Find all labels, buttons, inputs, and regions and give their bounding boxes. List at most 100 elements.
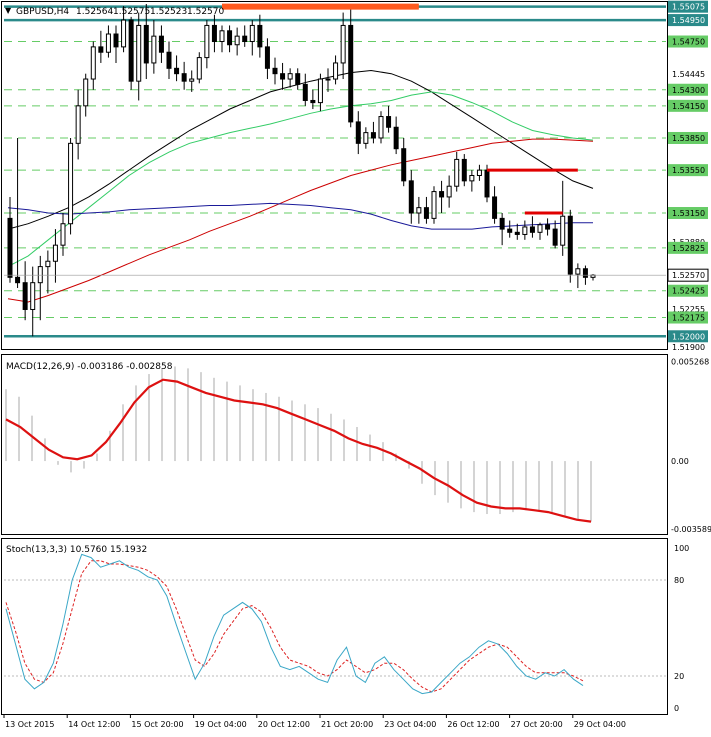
macd-tick-label: 0.00 bbox=[671, 457, 689, 466]
candle-body bbox=[234, 35, 240, 46]
candle-body bbox=[257, 24, 263, 48]
price-label-box bbox=[668, 241, 708, 254]
candle-body bbox=[7, 217, 13, 278]
price-tick-label: 1.52000 bbox=[672, 332, 705, 341]
candle-body bbox=[166, 51, 172, 69]
x-axis: 13 Oct 2015 14 Oct 12:00 15 Oct 20:00 19 Oc… bbox=[3, 714, 626, 729]
price-tick-label: 1.54950 bbox=[672, 16, 705, 25]
candle-body bbox=[211, 24, 217, 43]
candle-body bbox=[174, 67, 180, 75]
candle-body bbox=[52, 244, 58, 262]
candle-body bbox=[340, 24, 346, 64]
stoch-tick-label: 100 bbox=[674, 544, 689, 553]
candle-body bbox=[105, 33, 111, 53]
candle-body bbox=[37, 266, 43, 284]
candle-body bbox=[189, 78, 195, 82]
candle-body bbox=[45, 260, 51, 268]
candle-body bbox=[537, 224, 543, 233]
moving-average-line-0 bbox=[7, 69, 594, 230]
macd-signal-line bbox=[5, 378, 592, 523]
price-tick-label: 1.52425 bbox=[672, 287, 705, 296]
moving-average-line-2 bbox=[7, 138, 594, 303]
candle-body bbox=[529, 226, 535, 233]
candle-body bbox=[30, 282, 36, 310]
candle-body bbox=[15, 276, 21, 284]
candle-body bbox=[295, 73, 301, 85]
macd-tick-label: -0.003589 bbox=[671, 525, 711, 534]
candle-body bbox=[310, 99, 316, 104]
price-label-box bbox=[668, 330, 708, 343]
x-tick-label: 14 Oct 12:00 bbox=[68, 720, 120, 729]
candle-body bbox=[582, 268, 588, 278]
price-label-box bbox=[668, 284, 708, 297]
price-tick-label: 1.52570 bbox=[672, 271, 705, 280]
stoch-label: Stoch(13,3,3) 10.5760 15.1932 bbox=[6, 545, 147, 555]
macd-panel-frame bbox=[1, 354, 668, 535]
candle-body bbox=[461, 158, 467, 182]
candle-body bbox=[469, 175, 475, 182]
candle-body bbox=[499, 217, 505, 230]
candle-body bbox=[98, 46, 104, 53]
price-label-box bbox=[668, 311, 708, 324]
stoch-tick-label: 0 bbox=[674, 704, 679, 713]
candle-body bbox=[219, 30, 225, 43]
candle-body bbox=[287, 73, 293, 80]
candle-body bbox=[264, 46, 270, 69]
price-label-box bbox=[668, 0, 708, 13]
candle-body bbox=[280, 73, 286, 80]
candle-body bbox=[370, 132, 376, 139]
candle-body bbox=[136, 24, 142, 82]
macd-label: MACD(12,26,9) -0.003186 -0.002858 bbox=[6, 362, 173, 372]
candle-body bbox=[423, 207, 429, 219]
candle-body bbox=[363, 132, 369, 144]
candle-body bbox=[408, 180, 414, 214]
candle-body bbox=[545, 224, 551, 230]
price-tick-label: 1.52825 bbox=[672, 244, 705, 253]
candle-body bbox=[507, 228, 513, 233]
candle-body bbox=[522, 226, 528, 235]
ohlc-open: 1.52564 bbox=[76, 7, 113, 17]
candle-body bbox=[431, 191, 437, 219]
candle-body bbox=[22, 282, 28, 310]
price-label-box bbox=[668, 207, 708, 220]
candle-body bbox=[249, 24, 255, 43]
price-tick-label: 1.53150 bbox=[672, 209, 705, 218]
candle-body bbox=[227, 30, 233, 46]
price-tick-label: 1.54150 bbox=[672, 102, 705, 111]
ohlc-close: 1.52570 bbox=[187, 7, 224, 17]
x-tick-label: 15 Oct 20:00 bbox=[131, 720, 183, 729]
candle-body bbox=[333, 62, 339, 80]
price-tick-label: 1.54445 bbox=[672, 70, 705, 79]
price-tick-label: 1.54750 bbox=[672, 38, 705, 47]
ohlc-high: 1.52575 bbox=[113, 7, 150, 17]
x-tick-label: 19 Oct 04:00 bbox=[195, 720, 247, 729]
candle-body bbox=[514, 231, 520, 235]
candle-body bbox=[575, 268, 581, 275]
candle-body bbox=[90, 46, 96, 80]
candle-body bbox=[378, 116, 384, 139]
candle-body bbox=[128, 19, 134, 82]
x-tick-label: 29 Oct 04:00 bbox=[574, 720, 626, 729]
x-tick-label: 26 Oct 12:00 bbox=[447, 720, 499, 729]
candle-body bbox=[317, 78, 323, 104]
candle-body bbox=[560, 215, 566, 246]
candle-body bbox=[348, 24, 354, 123]
candle-body bbox=[492, 196, 498, 219]
stoch-tick-label: 20 bbox=[674, 672, 684, 681]
candle-body bbox=[75, 105, 81, 144]
price-tick-label: 1.53850 bbox=[672, 134, 705, 143]
price-tick-label: 1.52175 bbox=[672, 314, 705, 323]
candle-body bbox=[158, 35, 164, 53]
candle-body bbox=[60, 223, 66, 246]
candle-body bbox=[272, 67, 278, 75]
candle-body bbox=[552, 228, 558, 246]
candle-body bbox=[401, 148, 407, 182]
x-tick-label: 13 Oct 2015 bbox=[5, 720, 54, 729]
candle-body bbox=[567, 215, 573, 275]
candle-body bbox=[68, 142, 74, 225]
candle-body bbox=[196, 57, 202, 80]
stoch-main-line bbox=[5, 553, 584, 695]
candle-body bbox=[302, 83, 308, 101]
price-label-box bbox=[668, 99, 708, 112]
